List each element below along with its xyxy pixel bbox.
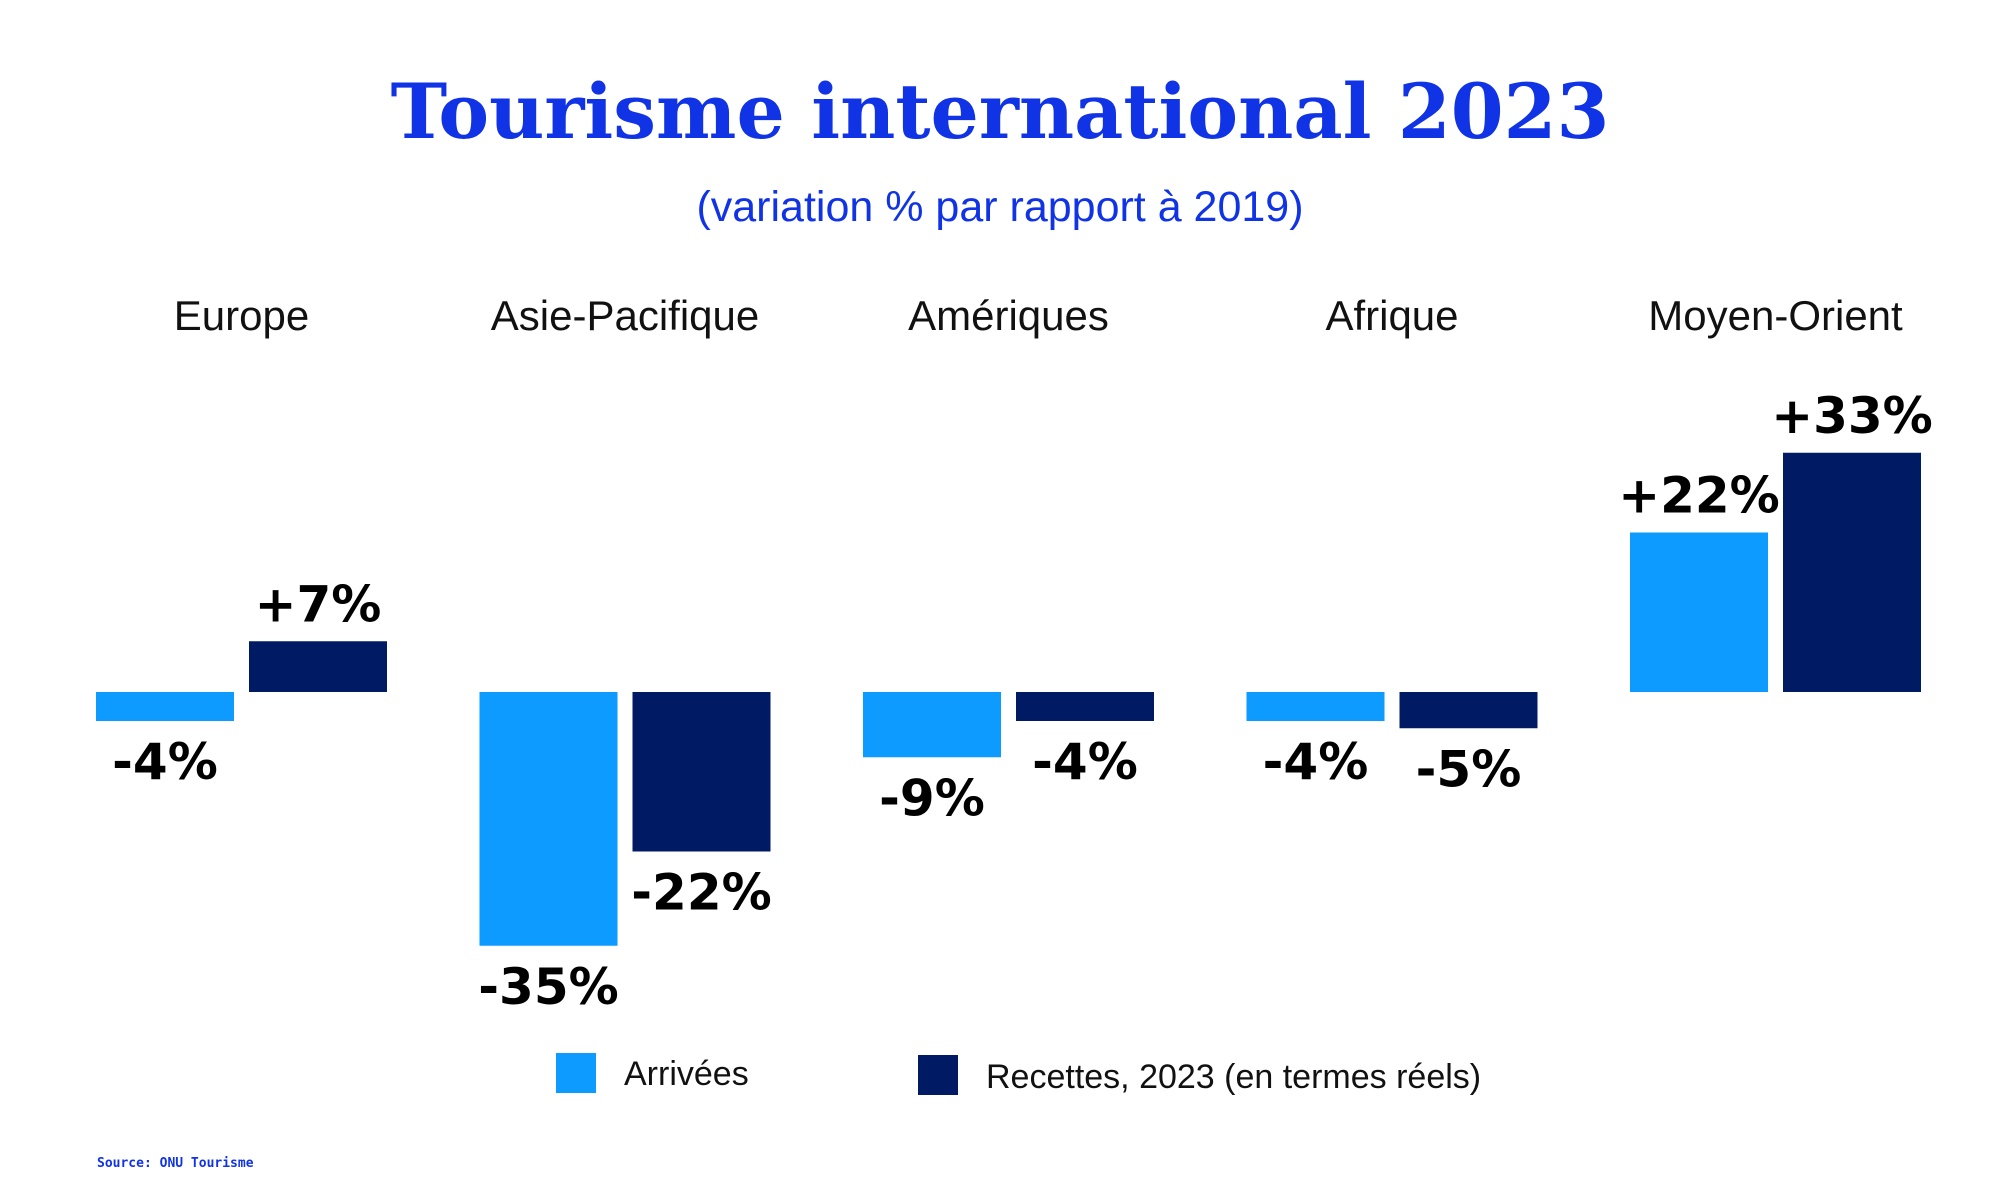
value-label-receipts-asie-pacifique: -22% [631,864,771,922]
legend-swatch-arrivals [556,1053,596,1093]
bars-layer [96,452,1921,946]
bar-arrivals-afrique [1246,692,1385,721]
value-label-receipts-moyen-orient: +33% [1771,387,1933,445]
category-label-asie-pacifique: Asie-Pacifique [491,292,759,339]
value-label-receipts-europe: +7% [255,575,382,633]
bar-receipts-afrique [1399,692,1538,729]
bar-arrivals-europe [96,692,234,721]
category-label-moyen-orient: Moyen-Orient [1648,292,1903,339]
bar-receipts-europe [249,641,387,692]
category-label-ameriques: Amériques [908,292,1109,339]
value-label-arrivals-ameriques: -9% [879,769,985,827]
bar-arrivals-asie-pacifique [479,692,618,946]
legend-label-receipts: Recettes, 2023 (en termes réels) [986,1058,1481,1096]
legend-swatch-receipts [918,1055,958,1095]
legend-label-arrivals: Arrivées [624,1055,749,1093]
value-label-arrivals-europe: -4% [112,733,218,791]
legend: Arrivées Recettes, 2023 (en termes réels… [556,1053,1481,1096]
value-label-receipts-ameriques: -4% [1032,733,1138,791]
value-label-receipts-afrique: -5% [1416,740,1522,798]
category-label-afrique: Afrique [1325,292,1458,339]
value-label-arrivals-afrique: -4% [1263,733,1369,791]
bar-receipts-asie-pacifique [632,692,771,852]
category-label-europe: Europe [174,292,309,339]
value-label-arrivals-moyen-orient: +22% [1618,467,1780,525]
bar-receipts-ameriques [1016,692,1154,721]
chart-title: Tourisme international 2023 [391,67,1610,156]
value-label-arrivals-asie-pacifique: -35% [478,958,618,1016]
labels-layer: Europe -4% +7% Asie-Pacifique -35%-22% Amériq… [112,292,1933,1016]
source-note: Source: ONU Tourisme [97,1156,254,1171]
chart-subtitle: (variation % par rapport à 2019) [696,183,1303,231]
bar-arrivals-moyen-orient [1630,532,1768,692]
bar-receipts-moyen-orient [1783,452,1921,692]
bar-arrivals-ameriques [863,692,1001,758]
